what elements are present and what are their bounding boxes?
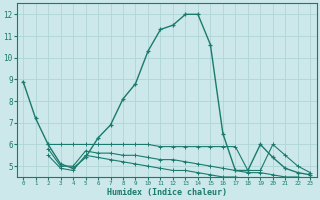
X-axis label: Humidex (Indice chaleur): Humidex (Indice chaleur) <box>107 188 227 197</box>
